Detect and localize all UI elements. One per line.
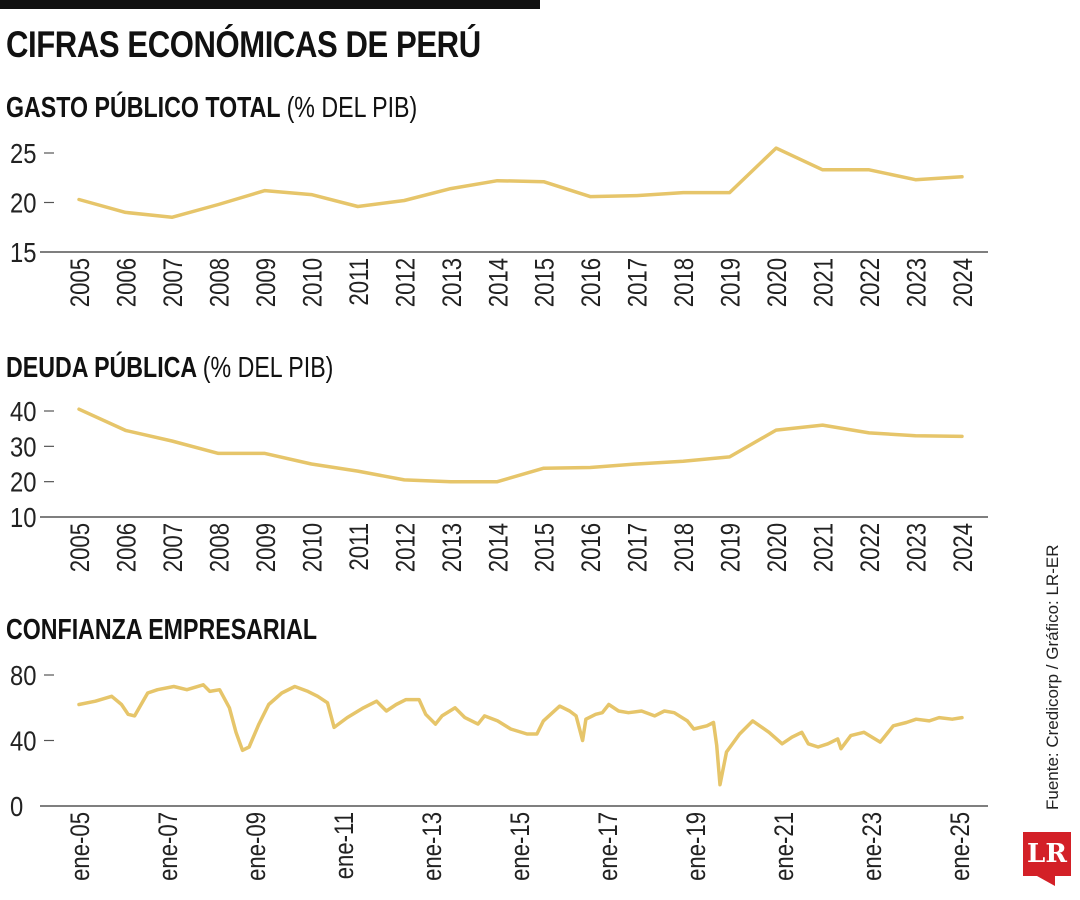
deuda-x-tick-label: 2008	[205, 523, 235, 572]
deuda-x-tick-label: 2013	[438, 523, 468, 572]
deuda-x-tick-label: 2007	[159, 523, 189, 572]
deuda-x-tick-label: 2021	[810, 523, 840, 572]
deuda-x-tick-label: 2015	[531, 523, 561, 572]
deuda-y-tick-label: 20	[10, 466, 36, 498]
gasto-x-tick-label: 2024	[949, 258, 979, 307]
gasto-x-tick-label: 2006	[113, 258, 143, 307]
confianza-x-tick-label: ene-11	[330, 812, 360, 879]
deuda-x-tick-label: 2009	[252, 523, 282, 572]
gasto-x-tick-label: 2017	[624, 258, 654, 307]
deuda-x-tick-label: 2020	[763, 523, 793, 572]
gasto-x-tick-label: 2011	[345, 258, 375, 306]
chart-title-gasto: GASTO PÚBLICO TOTAL (% DEL PIB)	[6, 92, 417, 125]
deuda-x-tick-label: 2012	[391, 523, 421, 572]
confianza-x-tick-label: ene-09	[242, 812, 272, 881]
confianza-x-tick-label: ene-05	[66, 812, 96, 881]
deuda-x-tick-label: 2022	[856, 523, 886, 572]
deuda-y-tick-label: 40	[10, 395, 36, 427]
confianza-series-line	[77, 683, 964, 787]
chart-unit-gasto: (% DEL PIB)	[286, 92, 418, 124]
deuda-x-tick-label: 2010	[298, 523, 328, 572]
gasto-y-tick-label: 15	[10, 236, 36, 268]
deuda-x-tick-label: 2023	[903, 523, 933, 572]
gasto-x-tick-label: 2010	[298, 258, 328, 307]
lr-logo-text: LR	[1023, 832, 1071, 876]
deuda-x-tick-label: 2017	[624, 523, 654, 572]
chart-title-confianza: CONFIANZA EMPRESARIAL	[6, 614, 317, 647]
gasto-x-tick-label: 2021	[810, 258, 840, 307]
confianza-x-tick-label: ene-17	[594, 812, 624, 881]
deuda-x-tick-label: 2019	[717, 523, 747, 572]
chart-unit-deuda: (% DEL PIB)	[202, 352, 334, 384]
gasto-x-tick-label: 2016	[577, 258, 607, 307]
deuda-x-tick-label: 2018	[670, 523, 700, 572]
gasto-x-tick-label: 2008	[205, 258, 235, 307]
confianza-x-tick-label: ene-21	[770, 812, 800, 881]
deuda-y-tick-label: 10	[10, 501, 36, 533]
gasto-y-tick-label: 20	[10, 187, 36, 219]
gasto-x-tick-label: 2009	[252, 258, 282, 307]
deuda-x-tick-label: 2024	[949, 523, 979, 572]
deuda-x-tick-label: 2016	[577, 523, 607, 572]
confianza-y-tick-label: 80	[10, 659, 36, 691]
deuda-x-tick-label: 2006	[113, 523, 143, 572]
gasto-x-tick-label: 2020	[763, 258, 793, 307]
deuda-x-tick-label: 2005	[66, 523, 96, 572]
deuda-x-tick-label: 2011	[345, 523, 375, 571]
gasto-x-tick-label: 2014	[484, 258, 514, 307]
lr-logo-tail	[1037, 876, 1055, 886]
deuda-series-line	[77, 407, 964, 484]
source-note: Fuente: Credicorp / Gráfico: LR-ER	[1043, 544, 1062, 810]
confianza-x-tick-label: ene-25	[946, 812, 976, 881]
deuda-y-tick-label: 30	[10, 430, 36, 462]
gasto-series-line	[77, 146, 964, 220]
gasto-x-tick-label: 2022	[856, 258, 886, 307]
chart-title-deuda: DEUDA PÚBLICA (% DEL PIB)	[6, 352, 333, 385]
chart-title-confianza-text: CONFIANZA EMPRESARIAL	[6, 614, 318, 646]
confianza-x-tick-label: ene-13	[418, 812, 448, 881]
gasto-x-tick-label: 2013	[438, 258, 468, 307]
gasto-x-tick-label: 2012	[391, 258, 421, 307]
deuda-x-tick-label: 2014	[484, 523, 514, 572]
confianza-x-tick-label: ene-15	[506, 812, 536, 881]
gasto-x-tick-label: 2005	[66, 258, 96, 307]
chart-title-deuda-text: DEUDA PÚBLICA	[6, 352, 197, 384]
gasto-x-tick-label: 2019	[717, 258, 747, 307]
chart-title-gasto-text: GASTO PÚBLICO TOTAL	[6, 92, 281, 124]
confianza-y-tick-label: 0	[10, 790, 23, 822]
page-title: CIFRAS ECONÓMICAS DE PERÚ	[6, 24, 481, 65]
gasto-y-tick-label: 25	[10, 137, 36, 169]
gasto-x-tick-label: 2018	[670, 258, 700, 307]
gasto-x-tick-label: 2023	[903, 258, 933, 307]
lr-logo: LR	[1023, 832, 1071, 886]
confianza-x-tick-label: ene-23	[858, 812, 888, 881]
gasto-x-tick-label: 2007	[159, 258, 189, 307]
top-bar	[0, 0, 540, 9]
gasto-x-tick-label: 2015	[531, 258, 561, 307]
confianza-x-tick-label: ene-07	[154, 812, 184, 881]
confianza-x-tick-label: ene-19	[682, 812, 712, 881]
confianza-y-tick-label: 40	[10, 725, 36, 757]
